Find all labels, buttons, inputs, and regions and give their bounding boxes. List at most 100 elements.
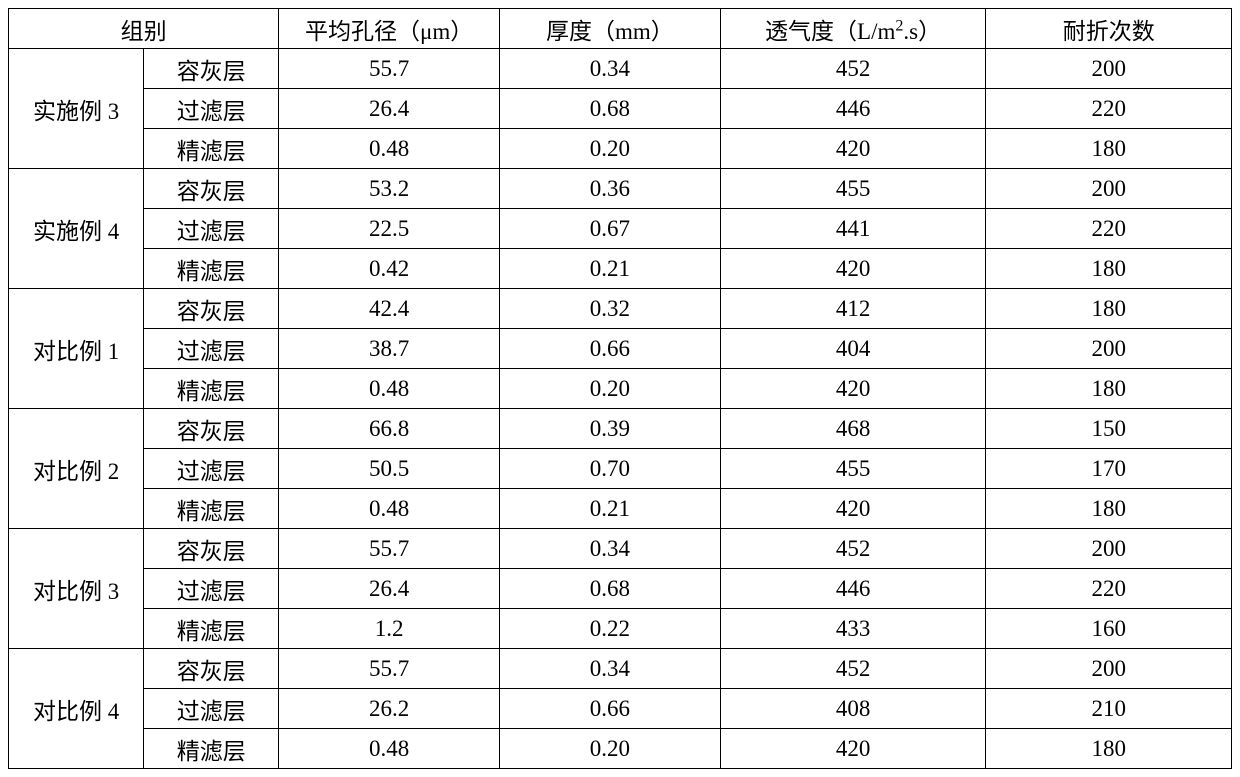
pore-cell: 0.48 [279, 129, 500, 169]
table-row: 对比例 1容灰层42.40.32412180 [9, 289, 1232, 329]
fold-cell: 200 [986, 329, 1232, 369]
layer-name-cell: 精滤层 [144, 249, 279, 289]
group-name-cell: 实施例 3 [9, 49, 144, 169]
thickness-cell: 0.66 [499, 689, 720, 729]
layer-name-cell: 容灰层 [144, 649, 279, 689]
fold-cell: 200 [986, 169, 1232, 209]
table-row: 精滤层0.480.20420180 [9, 129, 1232, 169]
layer-name-cell: 容灰层 [144, 49, 279, 89]
group-name-cell: 对比例 3 [9, 529, 144, 649]
group-name-cell: 对比例 2 [9, 409, 144, 529]
fold-cell: 170 [986, 449, 1232, 489]
permeability-cell: 452 [720, 49, 986, 89]
layer-name-cell: 精滤层 [144, 369, 279, 409]
permeability-cell: 420 [720, 249, 986, 289]
layer-name-cell: 精滤层 [144, 609, 279, 649]
fold-cell: 180 [986, 129, 1232, 169]
fold-cell: 210 [986, 689, 1232, 729]
thickness-cell: 0.39 [499, 409, 720, 449]
layer-name-cell: 过滤层 [144, 569, 279, 609]
pore-cell: 66.8 [279, 409, 500, 449]
table-row: 精滤层1.20.22433160 [9, 609, 1232, 649]
fold-cell: 150 [986, 409, 1232, 449]
fold-cell: 180 [986, 289, 1232, 329]
table-row: 过滤层26.20.66408210 [9, 689, 1232, 729]
layer-name-cell: 精滤层 [144, 129, 279, 169]
pore-cell: 55.7 [279, 49, 500, 89]
fold-cell: 220 [986, 569, 1232, 609]
thickness-cell: 0.68 [499, 89, 720, 129]
pore-cell: 26.4 [279, 89, 500, 129]
fold-cell: 180 [986, 369, 1232, 409]
table-row: 实施例 3容灰层55.70.34452200 [9, 49, 1232, 89]
table-row: 过滤层38.70.66404200 [9, 329, 1232, 369]
layer-name-cell: 容灰层 [144, 529, 279, 569]
permeability-cell: 412 [720, 289, 986, 329]
table-row: 精滤层0.480.21420180 [9, 489, 1232, 529]
pore-cell: 1.2 [279, 609, 500, 649]
fold-cell: 220 [986, 209, 1232, 249]
thickness-cell: 0.20 [499, 129, 720, 169]
table-body: 实施例 3容灰层55.70.34452200过滤层26.40.68446220精… [9, 49, 1232, 769]
thickness-cell: 0.67 [499, 209, 720, 249]
col-header-pore: 平均孔径（μm） [279, 9, 500, 49]
table-row: 对比例 2容灰层66.80.39468150 [9, 409, 1232, 449]
thickness-cell: 0.20 [499, 369, 720, 409]
thickness-cell: 0.68 [499, 569, 720, 609]
col-header-thickness: 厚度（mm） [499, 9, 720, 49]
permeability-cell: 420 [720, 129, 986, 169]
group-name-cell: 对比例 4 [9, 649, 144, 769]
thickness-cell: 0.20 [499, 729, 720, 769]
permeability-cell: 433 [720, 609, 986, 649]
pore-cell: 26.2 [279, 689, 500, 729]
permeability-cell: 408 [720, 689, 986, 729]
fold-cell: 200 [986, 49, 1232, 89]
header-row: 组别 平均孔径（μm） 厚度（mm） 透气度（L/m2.s） 耐折次数 [9, 9, 1232, 49]
table-row: 过滤层26.40.68446220 [9, 569, 1232, 609]
permeability-cell: 441 [720, 209, 986, 249]
permeability-cell: 452 [720, 649, 986, 689]
table-row: 实施例 4容灰层53.20.36455200 [9, 169, 1232, 209]
thickness-cell: 0.34 [499, 649, 720, 689]
thickness-cell: 0.34 [499, 529, 720, 569]
permeability-cell: 446 [720, 89, 986, 129]
thickness-cell: 0.22 [499, 609, 720, 649]
thickness-cell: 0.32 [499, 289, 720, 329]
pore-cell: 0.48 [279, 489, 500, 529]
table-row: 过滤层22.50.67441220 [9, 209, 1232, 249]
permeability-cell: 452 [720, 529, 986, 569]
layer-name-cell: 过滤层 [144, 449, 279, 489]
permeability-cell: 420 [720, 369, 986, 409]
group-name-cell: 实施例 4 [9, 169, 144, 289]
table-row: 过滤层50.50.70455170 [9, 449, 1232, 489]
thickness-cell: 0.66 [499, 329, 720, 369]
table-row: 精滤层0.480.20420180 [9, 729, 1232, 769]
table-row: 对比例 3容灰层55.70.34452200 [9, 529, 1232, 569]
permeability-cell: 455 [720, 169, 986, 209]
pore-cell: 55.7 [279, 649, 500, 689]
col-header-group: 组别 [9, 9, 279, 49]
layer-name-cell: 容灰层 [144, 169, 279, 209]
permeability-cell: 455 [720, 449, 986, 489]
layer-name-cell: 过滤层 [144, 329, 279, 369]
permeability-cell: 420 [720, 729, 986, 769]
thickness-cell: 0.34 [499, 49, 720, 89]
table-row: 精滤层0.480.20420180 [9, 369, 1232, 409]
layer-name-cell: 精滤层 [144, 489, 279, 529]
pore-cell: 26.4 [279, 569, 500, 609]
thickness-cell: 0.70 [499, 449, 720, 489]
pore-cell: 0.48 [279, 369, 500, 409]
thickness-cell: 0.21 [499, 249, 720, 289]
fold-cell: 200 [986, 649, 1232, 689]
pore-cell: 50.5 [279, 449, 500, 489]
data-table: 组别 平均孔径（μm） 厚度（mm） 透气度（L/m2.s） 耐折次数 实施例 … [8, 8, 1232, 769]
permeability-cell: 420 [720, 489, 986, 529]
fold-cell: 180 [986, 489, 1232, 529]
layer-name-cell: 精滤层 [144, 729, 279, 769]
fold-cell: 180 [986, 729, 1232, 769]
thickness-cell: 0.21 [499, 489, 720, 529]
col-header-permeability: 透气度（L/m2.s） [720, 9, 986, 49]
fold-cell: 200 [986, 529, 1232, 569]
fold-cell: 160 [986, 609, 1232, 649]
pore-cell: 0.42 [279, 249, 500, 289]
